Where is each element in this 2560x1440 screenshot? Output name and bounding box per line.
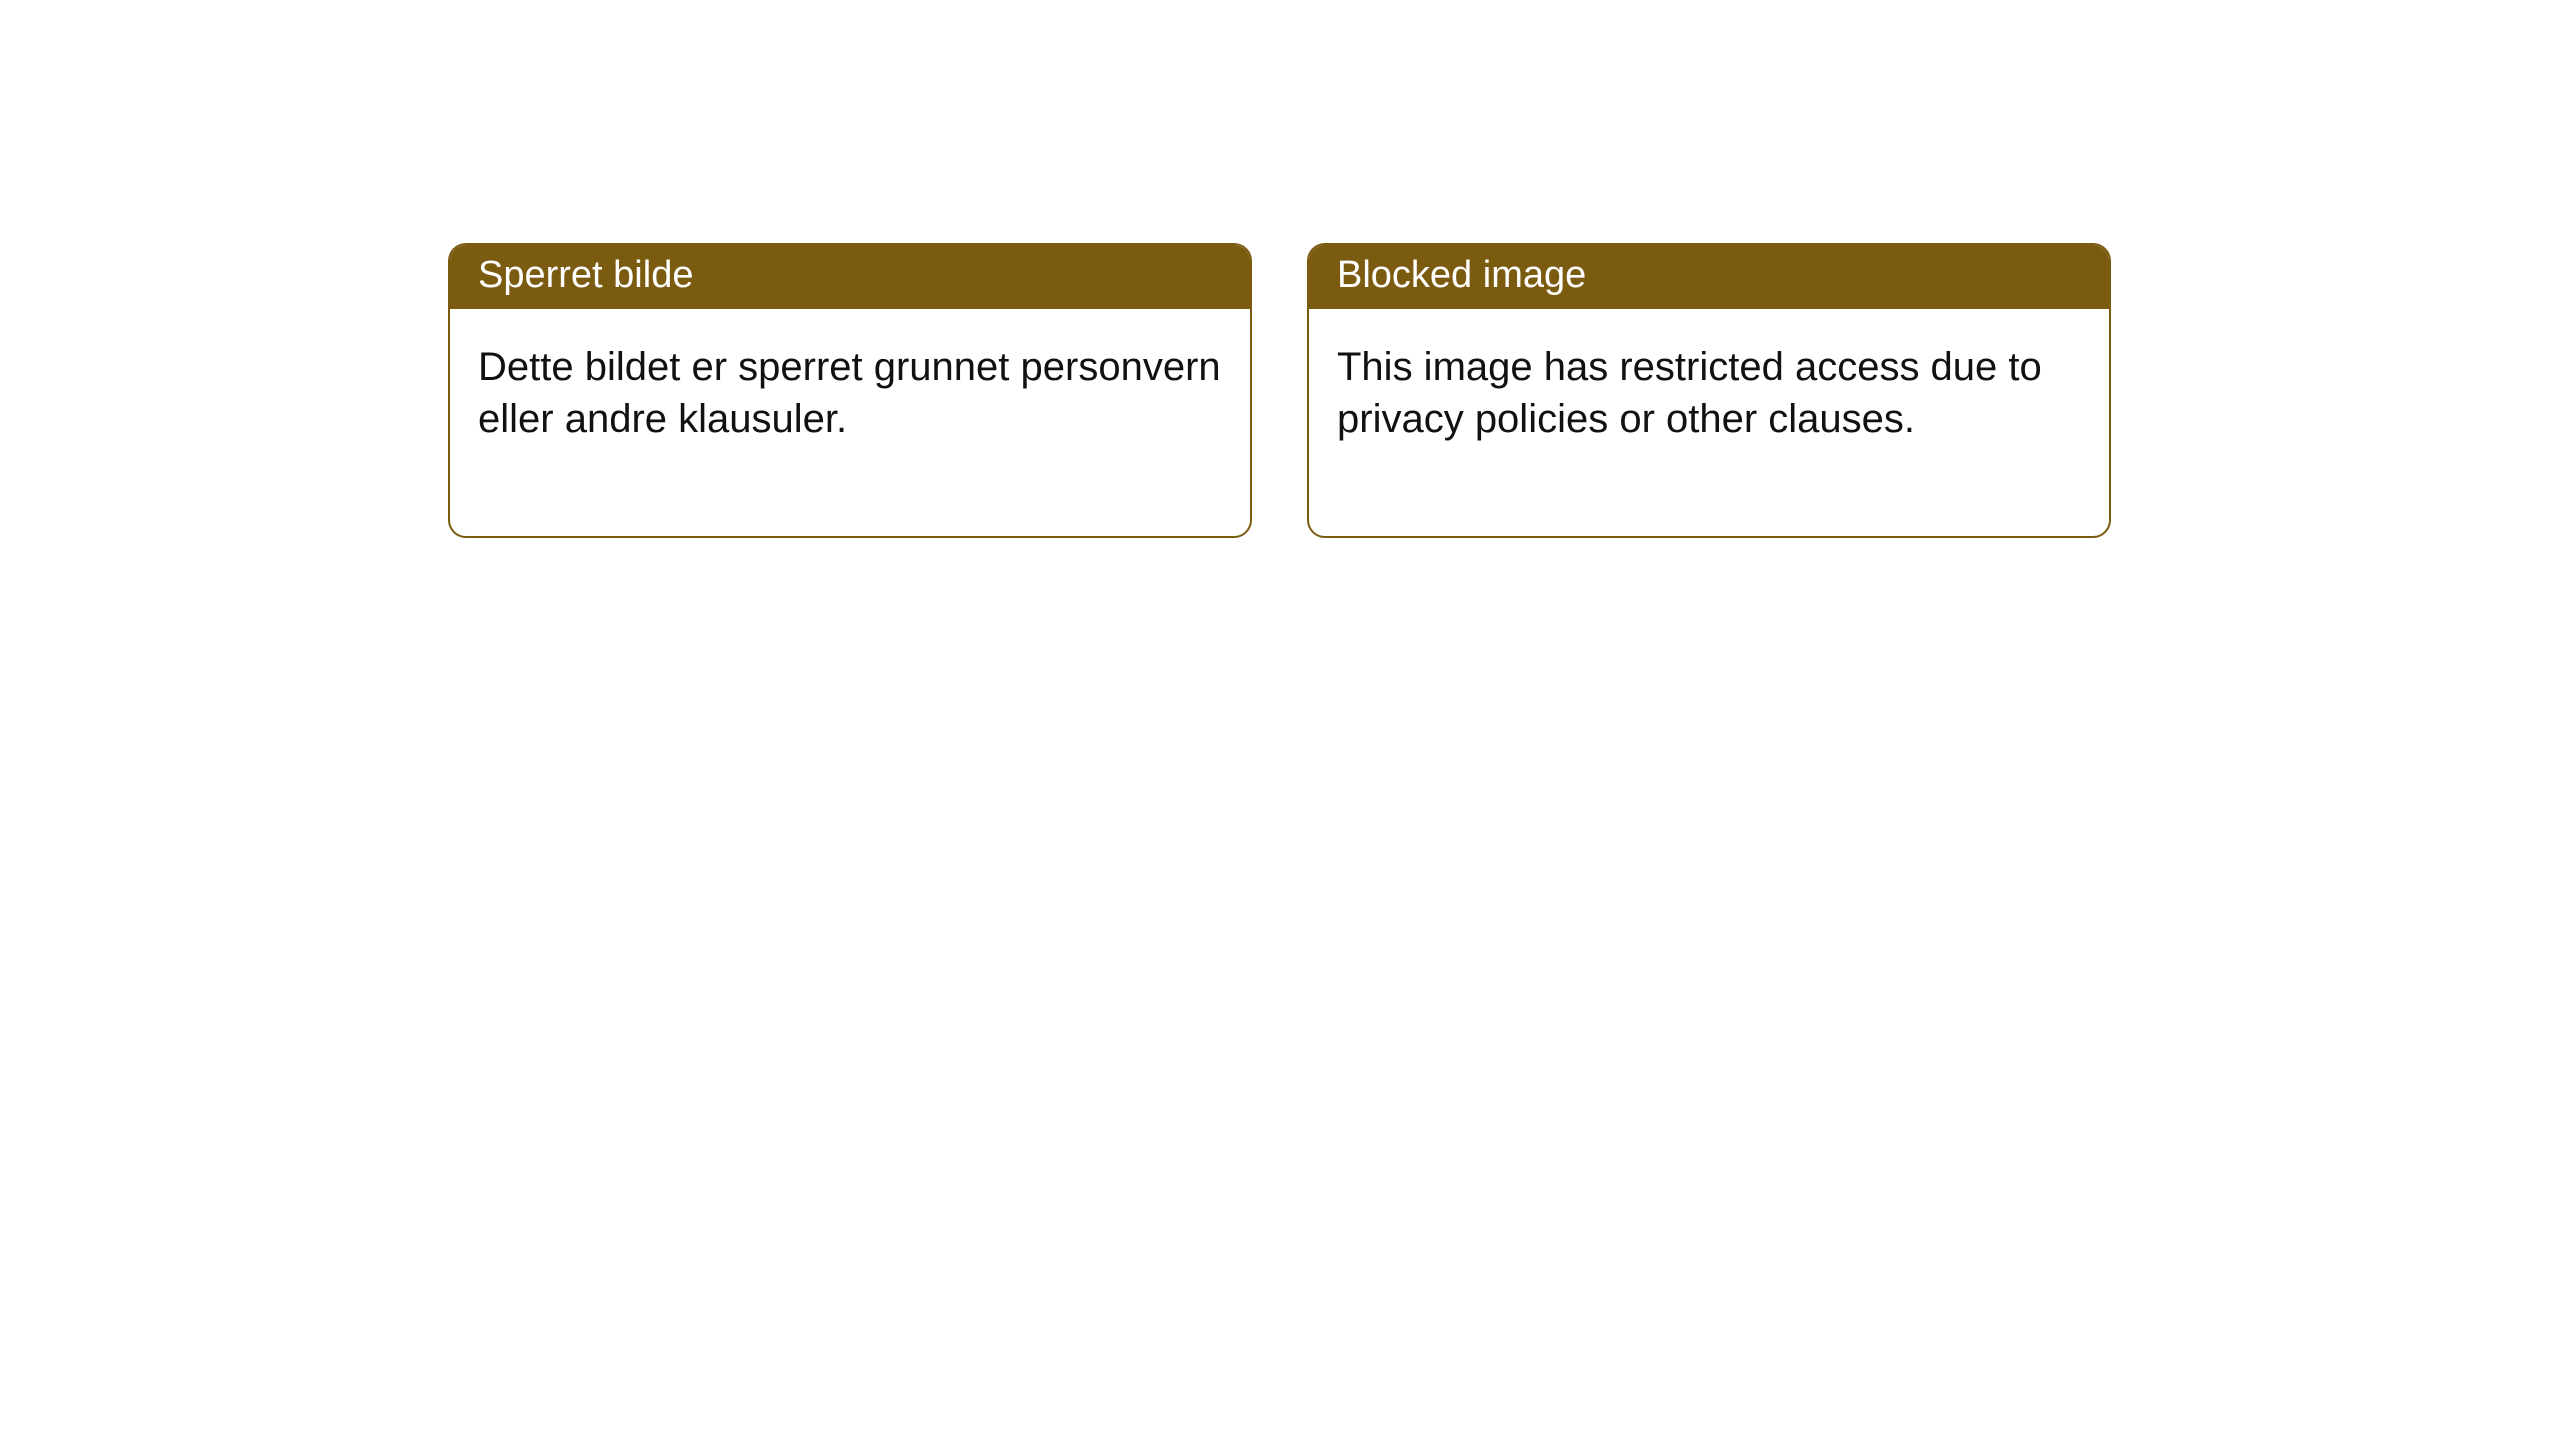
card-body: This image has restricted access due to … — [1309, 309, 2109, 537]
card-header: Blocked image — [1309, 245, 2109, 309]
card-header: Sperret bilde — [450, 245, 1250, 309]
notice-card-english: Blocked image This image has restricted … — [1307, 243, 2111, 538]
notice-container: Sperret bilde Dette bildet er sperret gr… — [448, 243, 2111, 538]
notice-card-norwegian: Sperret bilde Dette bildet er sperret gr… — [448, 243, 1252, 538]
card-body: Dette bildet er sperret grunnet personve… — [450, 309, 1250, 537]
